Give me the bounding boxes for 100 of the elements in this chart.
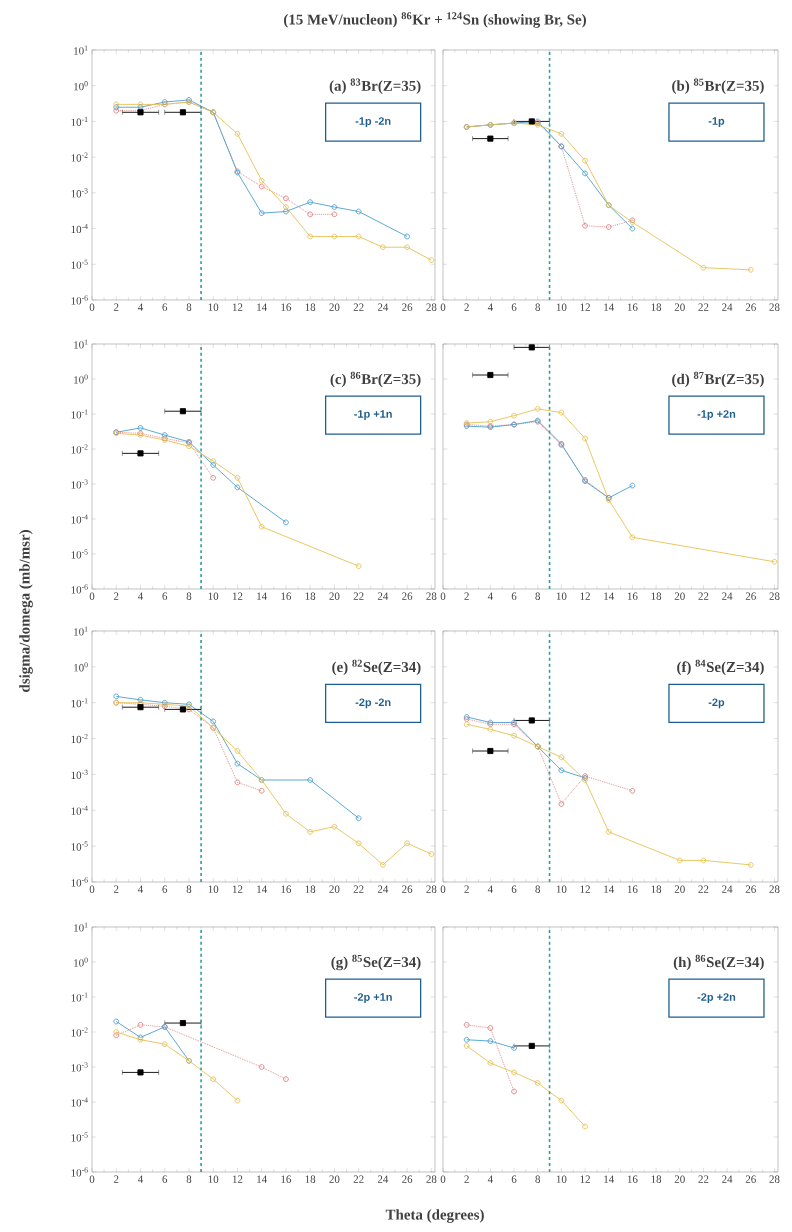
point (605, 829, 612, 835)
x-tick-label: 8 (186, 303, 192, 311)
x-tick-label: 2 (113, 885, 119, 893)
point (511, 1069, 517, 1076)
x-tick-label: 26 (745, 303, 756, 311)
x-tick-label: 2 (464, 885, 469, 893)
x-tick-label: 20 (329, 885, 340, 893)
point (487, 371, 494, 379)
point (528, 1042, 535, 1049)
annotation: (g) $^{85}$Se(Z=34) (331, 954, 421, 971)
x-tick-label: 20 (329, 1175, 340, 1183)
annotation: -2p +2n (697, 993, 736, 1004)
annotation: (e) $^{82}$Se(Z=34) (332, 659, 421, 676)
y-tick-label: 10$^{-6}$ (71, 295, 88, 305)
y-tick-label: 10$^{-5}$ (71, 1132, 88, 1142)
x-tick-label: 0 (440, 1175, 446, 1183)
y-tick-label: 10$^{-5}$ (71, 841, 88, 851)
x-tick-label: 20 (674, 592, 685, 600)
annotation: (h) $^{86}$Se(Z=34) (673, 954, 764, 971)
point (234, 748, 241, 754)
x-tick-label: 4 (137, 303, 144, 311)
point (137, 425, 144, 431)
point (307, 199, 313, 205)
x-tick-label: 26 (402, 592, 413, 600)
y-tick-label: 10$^{-1}$ (71, 116, 88, 126)
point (179, 408, 186, 415)
x-tick-label: 26 (745, 592, 756, 600)
point (487, 1025, 494, 1031)
x-tick-label: 24 (377, 592, 389, 600)
x-tick-label: 14 (257, 592, 267, 600)
x-tick-label: 6 (162, 1175, 168, 1183)
x-tick-label: 14 (257, 303, 267, 311)
annotation: (a) $^{83}$Br(Z=35) (329, 78, 421, 94)
x-tick-label: 18 (305, 303, 316, 311)
x-tick-label: 20 (674, 885, 685, 893)
annotation: -1p (708, 117, 725, 128)
point (605, 224, 612, 230)
x-tick-label: 16 (627, 592, 638, 600)
y-tick-label: 10$^{-6}$ (71, 584, 88, 594)
point (137, 450, 144, 457)
x-tick-label: 12 (580, 303, 590, 311)
x-tick-label: 0 (440, 303, 446, 311)
x-tick-label: 2 (113, 1175, 119, 1183)
point (179, 1020, 186, 1027)
y-tick-label: 10$^{-4}$ (71, 514, 88, 524)
x-tick-label: 12 (232, 303, 243, 311)
point (582, 435, 588, 442)
point (700, 264, 707, 271)
y-tick-label: 10$^{-2}$ (71, 152, 88, 162)
x-tick-label: 14 (257, 885, 267, 893)
x-tick-label: 4 (487, 1175, 493, 1183)
x-tick-label: 8 (186, 592, 192, 600)
point (487, 726, 494, 733)
y-tick-label: 10$^{-3}$ (71, 188, 88, 198)
x-tick-label: 22 (353, 303, 364, 311)
y-tick-label: 10$^{-2}$ (71, 444, 88, 454)
x-tick-label: 8 (535, 1175, 541, 1183)
x-tick-label: 2 (464, 303, 469, 311)
x-tick-label: 20 (329, 303, 340, 311)
point (186, 443, 192, 450)
point (210, 462, 217, 468)
x-tick-label: 22 (698, 592, 709, 600)
point (528, 717, 535, 724)
y-tick-label: 10$^{-1}$ (71, 698, 88, 708)
x-tick-label: 22 (353, 885, 364, 893)
x-tick-label: 6 (162, 592, 168, 600)
annotation: -1p +2n (697, 410, 736, 421)
point (700, 857, 707, 864)
x-tick-label: 28 (769, 303, 780, 311)
x-tick-label: 12 (580, 885, 590, 893)
x-tick-label: 0 (89, 885, 95, 893)
x-tick-label: 28 (769, 592, 780, 600)
point (234, 474, 241, 481)
x-tick-label: 16 (627, 1175, 638, 1183)
x-tick-label: 18 (305, 592, 316, 600)
x-tick-label: 16 (281, 592, 292, 600)
point (210, 1076, 217, 1082)
x-tick-label: 4 (487, 592, 493, 600)
point (355, 233, 362, 240)
y-tick-label: 10$^{-6}$ (71, 1167, 88, 1177)
x-tick-label: 22 (353, 592, 364, 600)
x-tick-label: 22 (353, 1175, 364, 1183)
point (137, 1022, 144, 1028)
point (179, 109, 186, 116)
point (487, 1060, 494, 1066)
y-tick-label: 10$^{1}$ (74, 45, 88, 55)
point (210, 718, 217, 725)
x-tick-label: 6 (511, 303, 517, 311)
y-tick-label: 10$^{1}$ (74, 922, 88, 932)
annotation: -2p +1n (354, 993, 392, 1004)
x-tick-label: 0 (89, 1175, 95, 1183)
x-tick-label: 6 (162, 885, 168, 893)
point (331, 211, 338, 218)
x-tick-label: 18 (305, 1175, 316, 1183)
point (380, 244, 386, 251)
x-axis-title: Theta (degrees) (385, 1209, 484, 1223)
x-tick-label: 28 (426, 592, 437, 600)
y-tick-label: 10$^{0}$ (74, 957, 88, 967)
x-tick-label: 18 (651, 592, 662, 600)
x-tick-label: 26 (402, 1175, 413, 1183)
